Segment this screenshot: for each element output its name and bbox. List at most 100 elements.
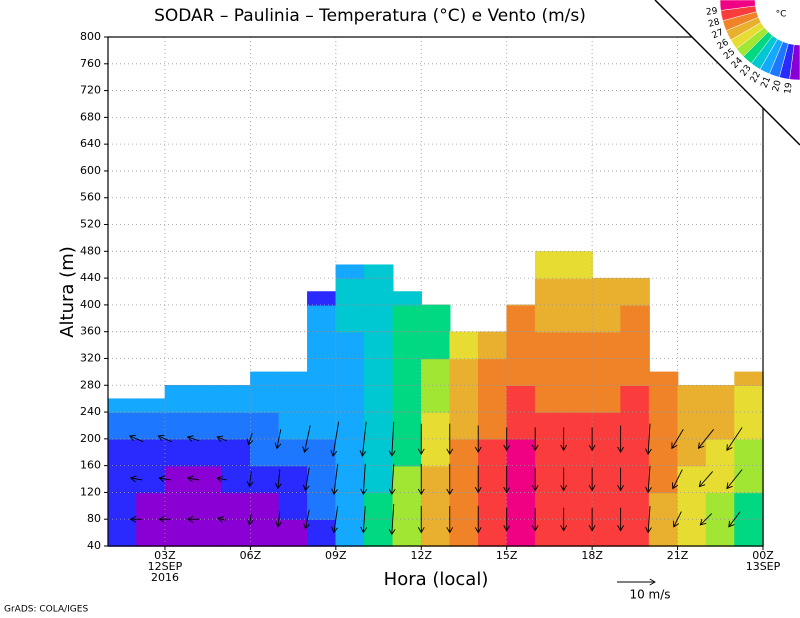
temperature-cell — [648, 438, 679, 467]
vector-shaft — [217, 477, 227, 481]
temperature-cell — [164, 518, 195, 547]
wind-vector — [417, 505, 425, 534]
temperature-cell — [193, 438, 223, 467]
temperature-cell — [193, 518, 223, 547]
colorbar-label: 29 — [705, 6, 718, 17]
vector-head — [186, 475, 194, 483]
vector-head — [588, 484, 596, 492]
wind-vector — [588, 467, 596, 492]
vector-head — [302, 446, 309, 454]
temperature-cell — [734, 385, 764, 413]
temperature-cell — [307, 291, 337, 306]
temperature-cell — [250, 518, 280, 547]
y-tick-label: 80 — [87, 512, 101, 525]
vector-head — [474, 527, 482, 534]
temperature-cell — [364, 304, 394, 333]
temperature-cell — [591, 465, 622, 494]
axis-labels: 40 80 120 160 200 240 280 320 360 400 440 480 520 560… — [80, 30, 781, 584]
temperature-cell — [620, 492, 650, 520]
vector-head — [128, 434, 136, 442]
temperature-cell — [250, 438, 280, 467]
temperature-cell — [364, 264, 394, 279]
vector-shaft — [391, 463, 395, 495]
y-tick-label: 160 — [80, 459, 101, 472]
vector-head — [303, 522, 310, 530]
temperature-cell — [307, 304, 337, 333]
wind-vector — [560, 427, 568, 452]
vector-head — [129, 475, 137, 483]
temperature-cell — [250, 465, 280, 494]
vector-head — [645, 526, 652, 534]
temperature-cell — [563, 385, 593, 413]
vector-head — [726, 482, 733, 490]
vector-shaft — [248, 513, 252, 525]
vector-shaft — [362, 505, 366, 533]
wind-vector — [728, 511, 741, 528]
temperature-cell — [563, 411, 593, 440]
temperature-cell — [335, 385, 366, 413]
temperature-cell — [136, 492, 166, 520]
y-tick-label: 800 — [80, 30, 101, 43]
temperature-cell — [364, 331, 394, 360]
temperature-cell — [364, 385, 394, 413]
temperature-cell — [221, 492, 252, 520]
temperature-cell — [221, 385, 252, 413]
temperature-cell — [620, 358, 650, 387]
temperature-cell — [421, 304, 451, 306]
temperature-cell — [534, 331, 565, 360]
y-tick-label: 720 — [80, 84, 101, 97]
wind-vector — [274, 429, 282, 450]
temperature-cell — [392, 331, 423, 360]
vector-shaft — [277, 469, 281, 489]
temperature-cell — [563, 518, 593, 547]
temperature-cell — [421, 518, 451, 547]
wind-vector — [446, 505, 454, 534]
temperature-cell — [364, 438, 394, 467]
y-tick-label: 240 — [80, 405, 101, 418]
vector-shaft — [187, 436, 200, 442]
plot-frame — [107, 36, 764, 547]
y-tick-label: 400 — [80, 298, 101, 311]
temperature-cell — [449, 358, 479, 387]
vector-head — [359, 450, 367, 457]
temperature-cell — [534, 385, 565, 413]
wind-vector — [446, 463, 454, 496]
vector-shaft — [333, 505, 339, 533]
temperature-cell — [335, 358, 366, 387]
vector-shaft — [391, 503, 395, 535]
vector-head — [388, 528, 396, 536]
temperature-cell — [477, 518, 508, 547]
temperature-cell — [563, 465, 593, 494]
temperature-cell — [392, 438, 423, 467]
vector-head — [417, 448, 425, 455]
colorbar-wedge — [719, 0, 756, 11]
vector-head — [446, 527, 454, 534]
vector-head — [275, 482, 282, 490]
temperature-cell — [591, 492, 622, 520]
temperature-cell — [107, 398, 138, 413]
temperature-cell — [221, 438, 252, 467]
wind-vector — [246, 513, 254, 526]
wind-vector — [645, 423, 652, 455]
x-axis-label: Hora (local) — [384, 569, 489, 590]
colorbar-label: 22 — [749, 70, 763, 85]
temperature-cell — [563, 492, 593, 520]
temperature-cell — [506, 465, 536, 494]
vector-shaft — [699, 471, 714, 487]
vector-head — [216, 435, 224, 442]
vector-head — [588, 444, 596, 452]
wind-vector — [331, 463, 339, 496]
vector-head — [217, 516, 225, 523]
vector-head — [246, 480, 254, 488]
vector-shaft — [647, 505, 651, 533]
temperature-cell — [278, 371, 309, 387]
wind-vector — [531, 427, 539, 452]
vector-shaft — [698, 429, 714, 449]
temperature-cell — [307, 331, 337, 360]
vector-shaft — [647, 465, 651, 493]
wind-vector — [560, 507, 568, 532]
vector-head — [697, 442, 705, 450]
temperature-cell — [648, 371, 679, 387]
temperature-cell — [591, 385, 622, 413]
